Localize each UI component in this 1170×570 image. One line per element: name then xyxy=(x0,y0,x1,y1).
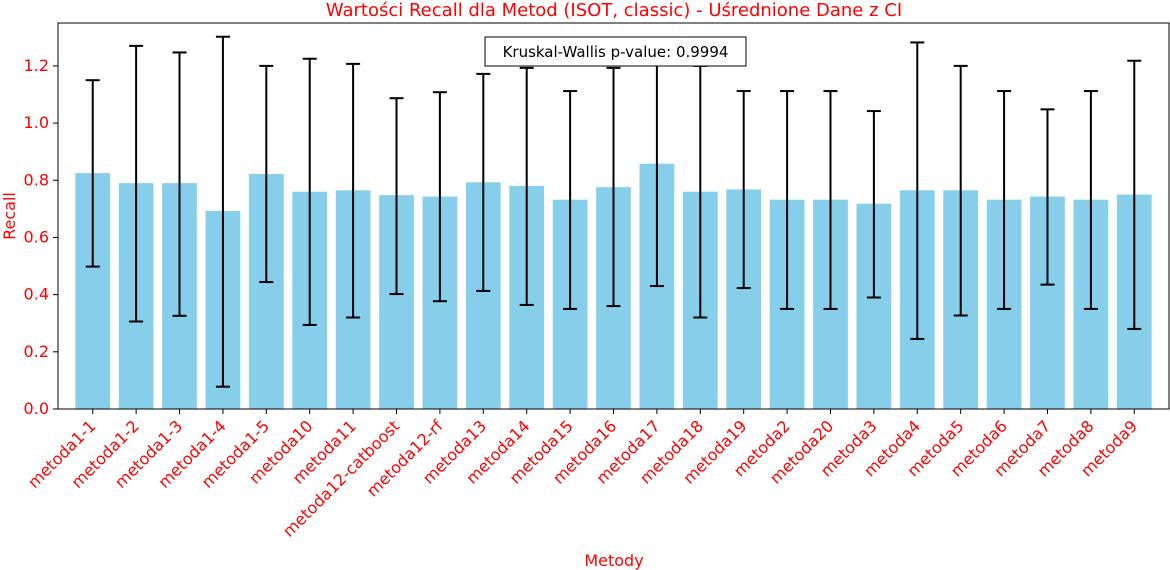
y-axis-label: Recall xyxy=(0,192,19,240)
y-tick-label-0.8: 0.8 xyxy=(24,170,49,189)
error-bar-metoda1-1 xyxy=(85,79,100,268)
error-bar-metoda16 xyxy=(606,66,621,308)
y-tick-label-0.4: 0.4 xyxy=(24,285,49,304)
error-bar-metoda19 xyxy=(736,90,751,290)
annotation-text: Kruskal-Wallis p-value: 0.9994 xyxy=(503,43,729,61)
error-bar-metoda11 xyxy=(346,62,361,319)
error-bar-metoda15 xyxy=(563,90,578,310)
error-bar-metoda2 xyxy=(780,90,795,310)
error-bar-metoda9 xyxy=(1127,59,1142,330)
plot-area: metoda1-1metoda1-2metoda1-3metoda1-4meto… xyxy=(24,22,1170,541)
y-tick-label-0.0: 0.0 xyxy=(24,399,49,418)
error-bar-metoda12-rf xyxy=(432,91,447,303)
y-tick-label-1.0: 1.0 xyxy=(24,113,49,132)
error-bar-metoda3 xyxy=(866,110,881,299)
error-bar-metoda10 xyxy=(302,57,317,326)
y-tick-label-0.2: 0.2 xyxy=(24,342,49,361)
error-bar-metoda12-catboost xyxy=(389,97,404,296)
error-bar-metoda8 xyxy=(1083,90,1098,310)
error-bar-metoda6 xyxy=(997,90,1012,310)
y-tick-label-0.6: 0.6 xyxy=(24,227,49,246)
error-bar-metoda1-5 xyxy=(259,64,274,284)
plot-frame xyxy=(57,22,1170,410)
error-bar-metoda1-2 xyxy=(129,44,144,323)
stat-annotation: Kruskal-Wallis p-value: 0.9994 xyxy=(484,36,747,67)
annotation-box xyxy=(484,36,747,67)
error-bar-metoda4 xyxy=(910,41,925,340)
error-bar-metoda20 xyxy=(823,90,838,310)
error-bar-metoda1-4 xyxy=(215,35,230,388)
chart-title: Wartości Recall dla Metod (ISOT, classic… xyxy=(326,0,902,21)
error-bar-metoda5 xyxy=(953,64,968,317)
y-tick-label-1.2: 1.2 xyxy=(24,56,49,75)
error-bar-metoda7 xyxy=(1040,108,1055,286)
x-axis-label: Metody xyxy=(584,551,643,570)
error-bar-metoda13 xyxy=(476,72,491,292)
error-bar-metoda1-3 xyxy=(172,51,187,317)
error-bar-metoda14 xyxy=(519,66,534,306)
